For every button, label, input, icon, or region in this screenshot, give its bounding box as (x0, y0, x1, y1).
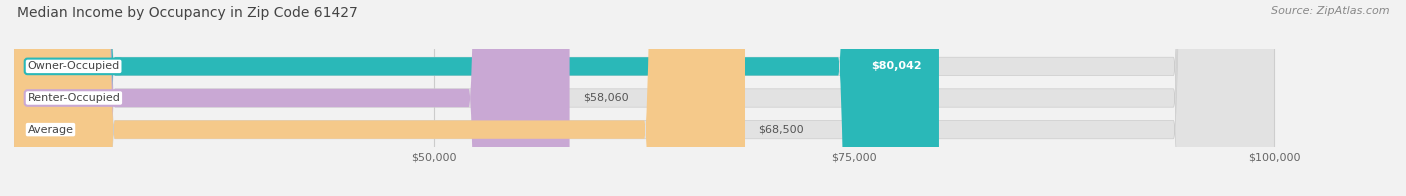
Text: $68,500: $68,500 (758, 125, 804, 135)
FancyBboxPatch shape (14, 0, 939, 196)
Text: Owner-Occupied: Owner-Occupied (28, 61, 120, 71)
FancyBboxPatch shape (14, 0, 569, 196)
FancyBboxPatch shape (14, 0, 1274, 196)
Text: Source: ZipAtlas.com: Source: ZipAtlas.com (1271, 6, 1389, 16)
Text: Renter-Occupied: Renter-Occupied (28, 93, 121, 103)
Text: $80,042: $80,042 (872, 61, 922, 71)
FancyBboxPatch shape (14, 0, 745, 196)
Text: Average: Average (28, 125, 73, 135)
FancyBboxPatch shape (14, 0, 1274, 196)
Text: Median Income by Occupancy in Zip Code 61427: Median Income by Occupancy in Zip Code 6… (17, 6, 357, 20)
FancyBboxPatch shape (14, 0, 1274, 196)
Text: $58,060: $58,060 (583, 93, 628, 103)
